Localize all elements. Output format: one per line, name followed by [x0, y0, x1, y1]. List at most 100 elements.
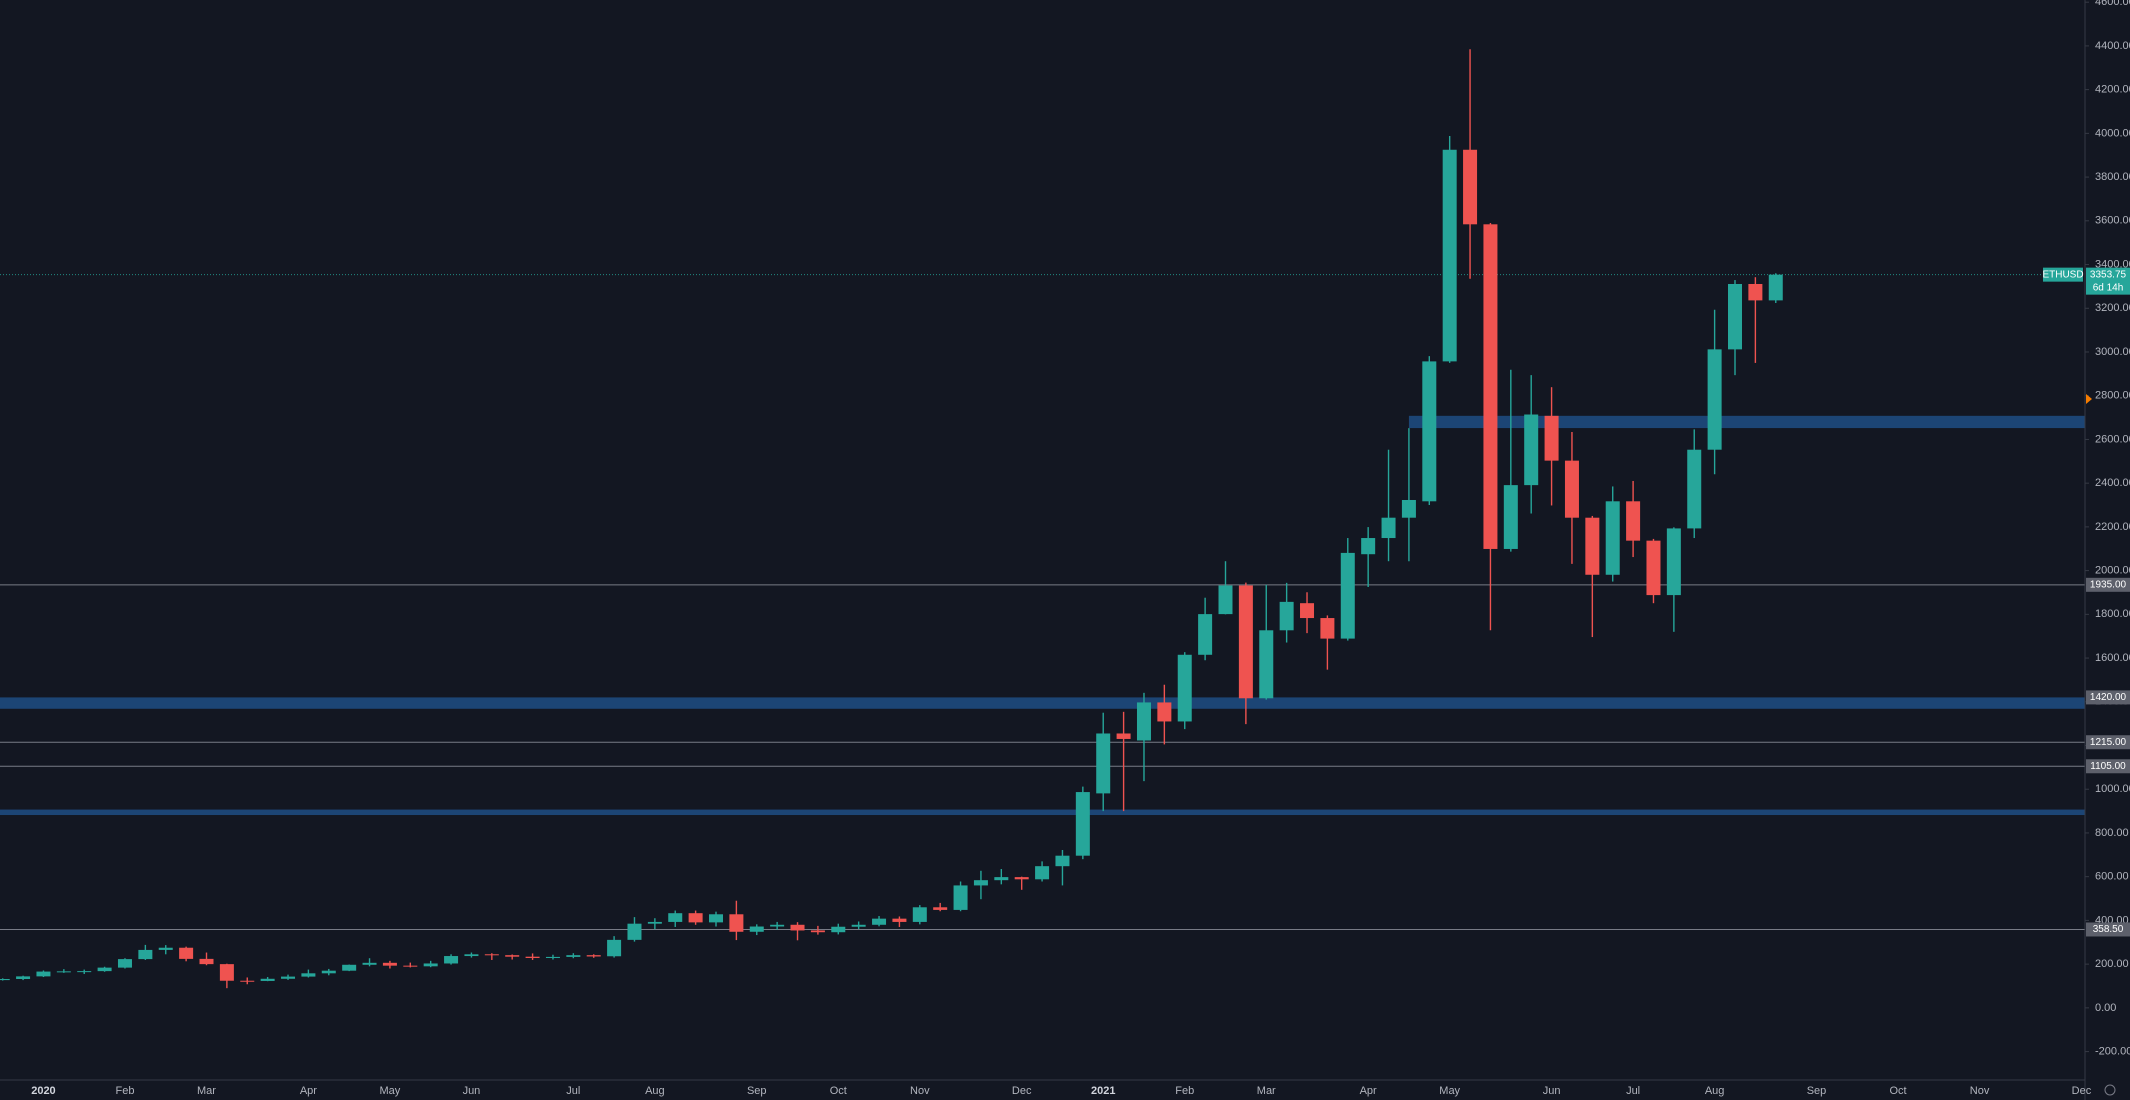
symbol-label-box	[2043, 267, 2083, 282]
candle-body	[1483, 224, 1498, 549]
candle-body	[97, 967, 112, 972]
candle-body	[281, 976, 296, 979]
candle-body	[607, 939, 622, 957]
y-tick-label: 4200.00	[2095, 84, 2130, 96]
candle-body	[505, 955, 520, 957]
x-tick-label: Oct	[830, 1085, 847, 1097]
candle-body	[403, 965, 418, 967]
candle-body	[973, 880, 988, 886]
candle-body	[1340, 552, 1355, 639]
candle-body	[1259, 630, 1274, 699]
candle-body	[158, 947, 173, 950]
y-tick-label: 3800.00	[2095, 171, 2130, 183]
axes: -200.000.00200.00400.00600.00800.001000.…	[31, 0, 2130, 1097]
x-tick-label: Aug	[1705, 1085, 1725, 1097]
y-tick-label: 0.00	[2095, 1002, 2116, 1014]
x-tick-label: Jun	[1543, 1085, 1561, 1097]
candle-body	[688, 913, 703, 923]
candle-body	[831, 926, 846, 933]
x-tick-label: Sep	[747, 1085, 767, 1097]
y-tick-label: 2800.00	[2095, 390, 2130, 402]
x-tick-label: Nov	[910, 1085, 930, 1097]
candle-body	[260, 978, 275, 981]
y-tick-label: 3600.00	[2095, 215, 2130, 227]
candle-body	[1728, 283, 1742, 350]
x-tick-label: Dec	[1012, 1085, 1032, 1097]
candle-body	[16, 976, 31, 979]
candle-body	[117, 959, 132, 968]
x-tick-label: Feb	[115, 1085, 134, 1097]
zone	[0, 697, 2085, 709]
y-tick-label: 3000.00	[2095, 346, 2130, 358]
candles	[0, 49, 1783, 989]
candle-body	[36, 971, 51, 977]
candle-body	[1300, 603, 1315, 619]
candle-body	[1198, 614, 1213, 655]
candle-body	[240, 980, 255, 982]
candle-body	[321, 970, 336, 974]
candle-body	[729, 914, 744, 932]
candle-body	[1320, 618, 1335, 639]
candle-body	[1442, 149, 1457, 362]
candle-body	[1503, 485, 1518, 549]
candle-body	[1014, 877, 1029, 880]
candle-body	[1646, 540, 1661, 596]
level-label: 1105.00	[2090, 761, 2126, 772]
candle-body	[953, 885, 968, 910]
x-tick-label: 2021	[1091, 1085, 1115, 1097]
candle-body	[545, 956, 560, 959]
candle-body	[1096, 733, 1111, 794]
candle-body	[179, 947, 194, 959]
candle-body	[1707, 349, 1722, 450]
candle-body	[56, 971, 71, 973]
candle-body	[484, 954, 499, 956]
candle-body	[586, 955, 601, 957]
x-tick-label: Mar	[1257, 1085, 1276, 1097]
price-axis-panel	[2085, 0, 2130, 1100]
x-tick-label: Mar	[197, 1085, 216, 1097]
candle-body	[1666, 528, 1681, 596]
candle-body	[1055, 855, 1070, 867]
x-tick-label: Aug	[645, 1085, 665, 1097]
level-label-box	[2086, 922, 2130, 937]
x-tick-label: Feb	[1175, 1085, 1194, 1097]
countdown-label: 6d 14h	[2093, 282, 2124, 293]
x-tick-label: Nov	[1970, 1085, 1990, 1097]
y-tick-label: 2600.00	[2095, 433, 2130, 445]
y-tick-label: 2200.00	[2095, 521, 2130, 533]
x-tick-label: May	[380, 1085, 401, 1097]
x-tick-label: Apr	[300, 1085, 317, 1097]
y-tick-label: 800.00	[2095, 827, 2129, 839]
candle-body	[219, 964, 234, 981]
candle-body	[0, 978, 10, 981]
y-tick-label: 3400.00	[2095, 258, 2130, 270]
candle-body	[1544, 415, 1559, 461]
x-tick-label: May	[1439, 1085, 1460, 1097]
x-tick-label: Oct	[1889, 1085, 1906, 1097]
x-tick-label: Jun	[463, 1085, 481, 1097]
candle-body	[525, 956, 540, 959]
x-tick-label: Sep	[1807, 1085, 1827, 1097]
level-label-box	[2086, 735, 2130, 750]
candle-body	[1279, 601, 1294, 631]
candle-body	[627, 923, 642, 940]
candle-body	[77, 971, 92, 973]
y-tick-label: -200.00	[2095, 1045, 2130, 1057]
candle-body	[1075, 792, 1090, 856]
x-tick-label: 2020	[31, 1085, 55, 1097]
zone	[1408, 415, 2085, 429]
candle-body	[1605, 501, 1620, 575]
settings-icon[interactable]	[2104, 1084, 2116, 1096]
candle-body	[1035, 866, 1050, 880]
candle-body	[749, 926, 764, 932]
candle-body	[1422, 361, 1437, 502]
y-tick-label: 1600.00	[2095, 652, 2130, 664]
candle-body	[647, 921, 662, 924]
candle-body	[810, 930, 825, 933]
zone-label: 1420.00	[2090, 692, 2127, 703]
candle-body	[342, 964, 357, 971]
y-tick-label: 200.00	[2095, 958, 2129, 970]
candle-body	[1361, 538, 1376, 555]
